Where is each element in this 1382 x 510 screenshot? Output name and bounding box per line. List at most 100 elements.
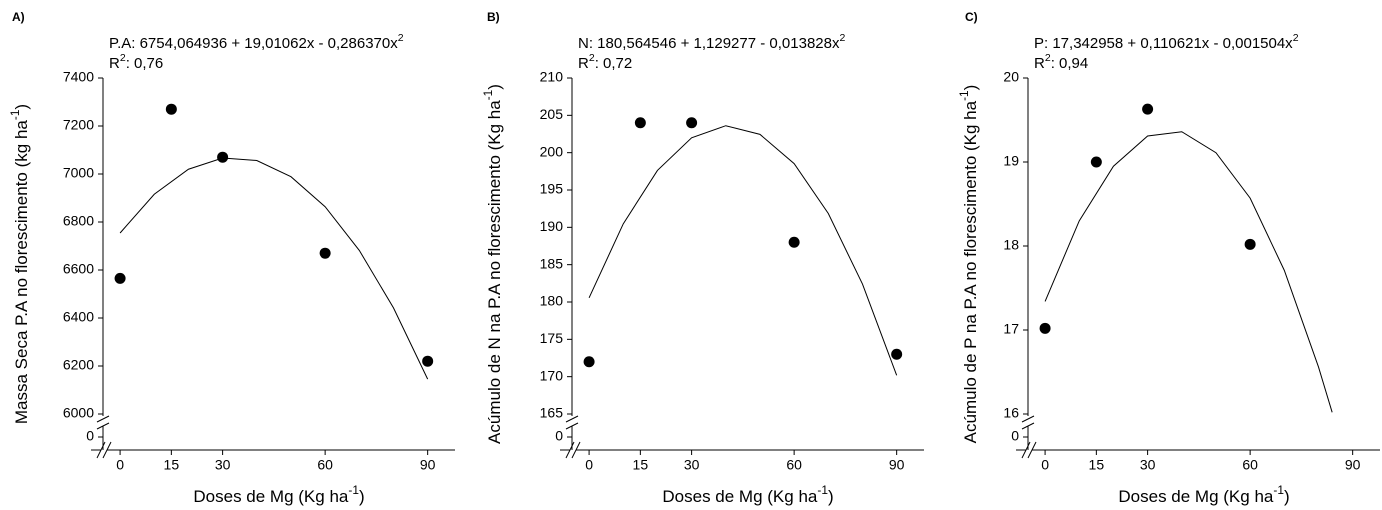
r-squared-part: : 0,94 xyxy=(1051,55,1089,72)
panel-label: C) xyxy=(965,10,978,24)
data-point xyxy=(217,151,229,163)
equation: N: 180,564546 + 1,129277 - 0,013828x2 xyxy=(578,32,845,52)
r-squared-part: R xyxy=(1034,55,1045,72)
y-tick-label: 0 xyxy=(86,428,94,444)
r-squared-part: 2 xyxy=(589,52,595,64)
equation-part: N: 180,564546 + 1,129277 - 0,013828x xyxy=(578,35,840,52)
y-tick-label: 16 xyxy=(1003,405,1019,421)
data-point xyxy=(634,117,646,129)
x-axis-label: Doses de Mg (Kg ha-1) xyxy=(193,483,364,506)
x-axis-label-part: Doses de Mg (Kg ha xyxy=(193,487,349,506)
data-point xyxy=(788,236,800,248)
x-axis-label: Doses de Mg (Kg ha-1) xyxy=(662,483,833,506)
y-tick-label: 6800 xyxy=(63,213,94,229)
x-tick-label: 90 xyxy=(889,457,905,473)
y-tick-label: 17 xyxy=(1003,321,1019,337)
y-axis-label: Acúmulo de N na P.A no florescimento (Kg… xyxy=(481,84,504,444)
y-tick-label: 185 xyxy=(540,255,564,271)
y-axis-label-part: -1 xyxy=(957,90,971,101)
equation-part: P: 17,342958 + 0,110621x - 0,001504x xyxy=(1034,35,1293,52)
y-axis-break xyxy=(96,415,110,423)
panel-label: A) xyxy=(12,10,25,24)
x-tick-label: 90 xyxy=(1345,457,1361,473)
y-tick-label: 18 xyxy=(1003,237,1019,253)
data-point xyxy=(1090,156,1102,168)
y-tick-label: 190 xyxy=(540,218,564,234)
data-point xyxy=(1142,103,1154,115)
y-tick-label: 165 xyxy=(540,405,564,421)
data-point xyxy=(583,356,595,368)
x-tick-label: 0 xyxy=(585,457,593,473)
x-tick-label: 60 xyxy=(786,457,802,473)
data-point xyxy=(114,272,126,284)
y-tick-label: 7400 xyxy=(63,69,94,85)
fit-curve xyxy=(588,125,898,376)
y-tick-label: 205 xyxy=(540,106,564,122)
y-tick-label: 0 xyxy=(1011,428,1019,444)
y-axis-label-part: -1 xyxy=(8,109,22,120)
y-axis-label-part: ) xyxy=(961,85,980,91)
data-point xyxy=(1039,322,1051,334)
y-tick-label: 195 xyxy=(540,181,564,197)
x-tick-label: 15 xyxy=(1089,457,1105,473)
x-axis-break xyxy=(565,441,575,459)
y-tick-label: 6200 xyxy=(63,357,94,373)
r-squared-part: R xyxy=(109,55,120,72)
r-squared-part: 2 xyxy=(120,52,126,64)
y-tick-label: 7200 xyxy=(63,117,94,133)
x-tick-label: 30 xyxy=(215,457,231,473)
equation-part: 2 xyxy=(398,32,404,44)
r-squared: R2: 0,72 xyxy=(578,52,632,72)
y-tick-label: 20 xyxy=(1003,69,1019,85)
y-tick-label: 0 xyxy=(555,428,563,444)
y-tick-label: 6000 xyxy=(63,405,94,421)
y-axis-label: Massa Seca P.A no florescimento (kg ha-1… xyxy=(8,104,31,424)
panel-label: B) xyxy=(487,10,500,24)
r-squared-part: : 0,72 xyxy=(595,55,633,72)
x-tick-label: 0 xyxy=(1041,457,1049,473)
y-axis-label-part: Massa Seca P.A no florescimento (kg ha xyxy=(12,120,31,425)
x-tick-label: 90 xyxy=(420,457,436,473)
y-axis-label-part: Acúmulo de N na P.A no florescimento (Kg… xyxy=(485,100,504,444)
y-axis-label-part: -1 xyxy=(481,89,495,100)
y-axis-break xyxy=(565,415,579,423)
data-point xyxy=(891,348,903,360)
y-tick-label: 200 xyxy=(540,143,564,159)
x-tick-label: 60 xyxy=(1242,457,1258,473)
x-tick-label: 0 xyxy=(116,457,124,473)
y-tick-label: 210 xyxy=(540,69,564,85)
x-axis-label-part: -1 xyxy=(1273,483,1284,497)
x-tick-label: 30 xyxy=(1140,457,1156,473)
equation-part: 2 xyxy=(1293,32,1299,44)
y-tick-label: 6400 xyxy=(63,309,94,325)
y-tick-label: 170 xyxy=(540,367,564,383)
data-point xyxy=(1244,238,1256,250)
x-axis-label: Doses de Mg (Kg ha-1) xyxy=(1118,483,1289,506)
x-tick-label: 15 xyxy=(633,457,649,473)
y-tick-label: 7000 xyxy=(63,165,94,181)
x-tick-label: 60 xyxy=(317,457,333,473)
r-squared: R2: 0,94 xyxy=(1034,52,1088,72)
x-axis-label-part: ) xyxy=(1284,487,1290,506)
x-axis-label-part: ) xyxy=(359,487,365,506)
r-squared: R2: 0,76 xyxy=(109,52,163,72)
fit-curve xyxy=(1044,131,1333,413)
data-point xyxy=(686,117,698,129)
x-axis-break xyxy=(1021,441,1031,459)
data-point xyxy=(422,355,434,367)
y-axis-label-part: ) xyxy=(12,104,31,110)
y-tick-label: 6600 xyxy=(63,261,94,277)
equation: P: 17,342958 + 0,110621x - 0,001504x2 xyxy=(1034,32,1299,52)
y-tick-label: 19 xyxy=(1003,153,1019,169)
equation: P.A: 6754,064936 + 19,01062x - 0,286370x… xyxy=(109,32,404,52)
x-axis-label-part: Doses de Mg (Kg ha xyxy=(662,487,818,506)
data-point xyxy=(319,247,331,259)
x-axis-label-part: Doses de Mg (Kg ha xyxy=(1118,487,1274,506)
data-point xyxy=(165,103,177,115)
x-axis-break xyxy=(96,441,106,459)
fit-curve xyxy=(119,157,429,380)
x-axis-label-part: -1 xyxy=(348,483,359,497)
y-axis-label-part: Acúmulo de P na P.A no florescimento (Kg… xyxy=(961,100,980,443)
x-axis-label-part: ) xyxy=(828,487,834,506)
